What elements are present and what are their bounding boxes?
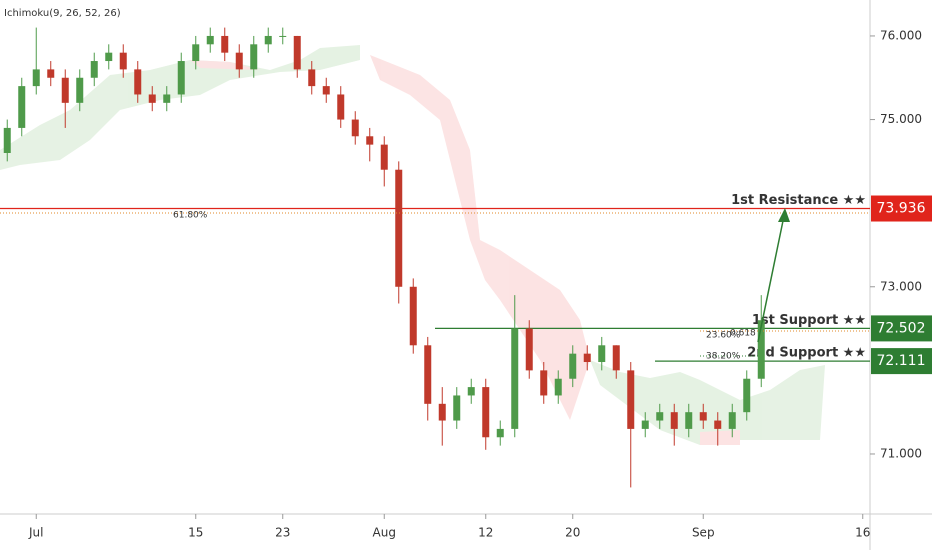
price-tag: [871, 315, 932, 342]
candle-body: [540, 370, 548, 396]
x-tick-label: Aug: [373, 526, 396, 540]
candle-body: [61, 77, 69, 103]
candle-body: [250, 44, 258, 70]
candle-body: [119, 52, 127, 70]
x-tick-label: Sep: [692, 526, 715, 540]
candle-body: [32, 69, 40, 87]
candle-body: [206, 35, 214, 45]
candle-body: [467, 387, 475, 396]
candle-body: [554, 378, 562, 396]
x-tick-label: 23: [275, 526, 290, 540]
price-tag-label: 72.111: [877, 353, 926, 369]
candle-body: [496, 428, 504, 438]
candle-body: [293, 35, 301, 70]
fib-label: 23.60%: [706, 331, 741, 341]
x-tick-label: Jul: [28, 526, 43, 540]
candle-body: [670, 412, 678, 429]
candle-body: [699, 412, 707, 421]
candle-body: [351, 119, 359, 137]
candle-body: [192, 44, 200, 62]
candle-body: [308, 69, 316, 87]
fib-label: 38.20%: [706, 352, 741, 362]
candle-body: [3, 127, 11, 153]
candle-body: [438, 403, 446, 421]
candle-body: [598, 345, 606, 363]
x-tick-label: 12: [478, 526, 493, 540]
candle-body: [685, 412, 693, 429]
candle-body: [235, 52, 243, 70]
candle-body: [264, 35, 272, 45]
y-tick-label: 76.000: [880, 28, 922, 42]
candle-body: [656, 412, 664, 421]
candle-body: [743, 378, 751, 413]
candle-body: [76, 77, 84, 103]
y-tick-label: 71.000: [880, 446, 922, 460]
candle-body: [757, 320, 765, 379]
candle-body: [47, 69, 55, 78]
price-tag-label: 73.936: [877, 201, 926, 217]
candle-body: [279, 35, 287, 37]
candle-body: [409, 286, 417, 346]
x-tick-label: 20: [565, 526, 580, 540]
y-tick-label: 75.000: [880, 112, 922, 126]
price-tag: [871, 195, 932, 222]
projection-arrow: [757, 208, 790, 343]
candle-body: [337, 94, 345, 120]
candle-body: [627, 370, 635, 429]
candle-body: [177, 61, 185, 95]
fib-label: 61.80%: [173, 211, 208, 221]
candle-body: [525, 328, 533, 371]
indicator-label: Ichimoku(9, 26, 52, 26): [4, 8, 121, 19]
y-tick-label: 73.000: [880, 279, 922, 293]
candle-body: [482, 387, 490, 438]
candle-body: [641, 420, 649, 429]
candle-body: [105, 52, 113, 62]
candle-body: [583, 353, 591, 363]
candle-body: [453, 395, 461, 421]
candle-body: [221, 35, 229, 53]
candle-body: [714, 420, 722, 429]
candle-body: [380, 144, 388, 170]
candle-body: [569, 353, 577, 379]
level-label: 1st Support ★★: [752, 313, 866, 328]
candle-body: [322, 86, 330, 95]
candle-body: [366, 136, 374, 145]
x-tick-label: 16: [855, 526, 870, 540]
candle-body: [90, 61, 98, 78]
price-tag: [871, 348, 932, 375]
candle-body: [163, 94, 171, 103]
candle-body: [511, 328, 519, 429]
price-tag-label: 72.502: [877, 320, 926, 336]
candle-body: [134, 69, 142, 95]
candle-body: [18, 86, 26, 128]
x-tick-label: 15: [188, 526, 203, 540]
candle-body: [728, 412, 736, 429]
candle-body: [395, 169, 403, 287]
candle-body: [148, 94, 156, 103]
level-label: 2nd Support ★★: [747, 346, 866, 361]
fib-label: 0.618: [730, 329, 756, 339]
candle-body: [424, 345, 432, 404]
level-label: 1st Resistance ★★: [731, 193, 866, 208]
candle-body: [612, 345, 620, 371]
